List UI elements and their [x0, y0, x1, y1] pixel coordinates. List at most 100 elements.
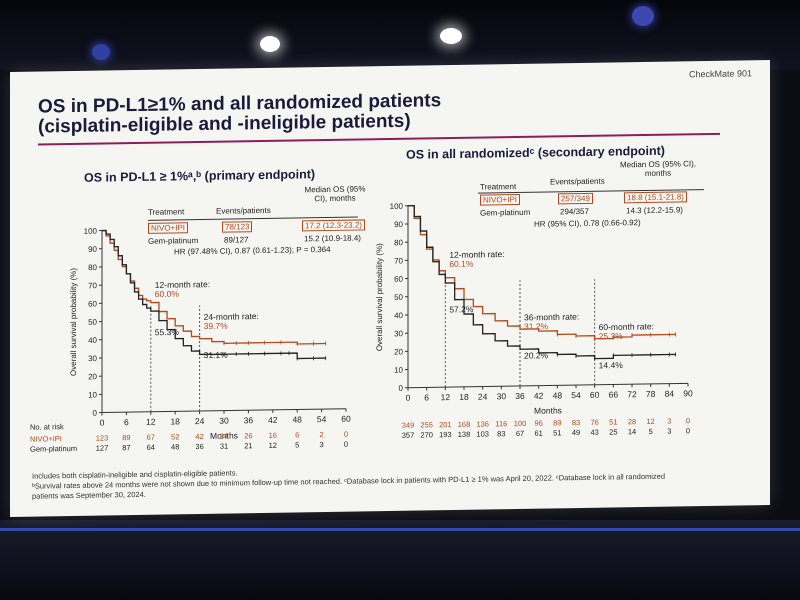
- chart2-x-tick-label: 36: [515, 391, 525, 401]
- chart1-y-tick-label: 60: [88, 299, 97, 308]
- chart1-risk-value: 5: [295, 440, 299, 449]
- chart2-risk-value: 193: [439, 430, 452, 439]
- chart1-risk-value: 127: [96, 443, 109, 452]
- chart2-risk-value: 3: [667, 427, 671, 436]
- chart2-risk-value: 61: [534, 429, 542, 438]
- ceiling: [0, 0, 800, 70]
- chart2-x-axis-label: Months: [534, 405, 562, 415]
- chart2-y-tick-label: 20: [394, 347, 403, 356]
- chart1-risk-value: 48: [171, 442, 179, 451]
- chart2-annotation: 60.1%: [449, 259, 474, 269]
- chart2-annotation: 60-month rate:: [599, 321, 654, 332]
- chart1-risk-value: 123: [96, 433, 109, 442]
- chart2-risk-value: 136: [476, 419, 489, 428]
- chart1-risk-value: 0: [344, 430, 348, 439]
- chart2-y-tick-label: 0: [399, 384, 404, 393]
- stage-light: [260, 36, 280, 52]
- chart2-risk-value: 83: [497, 429, 505, 438]
- chart1-risk-value: 36: [195, 442, 203, 451]
- chart2-x-tick-label: 84: [665, 389, 675, 399]
- chart2-risk-value: 43: [590, 428, 598, 437]
- chart2-x-tick-label: 48: [553, 390, 563, 400]
- chart1-risk-label: No. at risk: [30, 422, 64, 432]
- chart2-x-tick-label: 0: [406, 393, 411, 403]
- chart2-risk-value: 168: [458, 420, 471, 429]
- chart2-x-tick-label: 72: [627, 389, 637, 399]
- chart1-risk-value: 2: [320, 430, 324, 439]
- chart2-annotation: 14.4%: [599, 360, 624, 370]
- chart2-risk-value: 51: [553, 428, 561, 437]
- chart2-y-axis-label: Overall survival probability (%): [375, 243, 384, 352]
- chart1-x-tick-label: 30: [219, 416, 229, 426]
- chart2-annotation: 31.2%: [524, 321, 549, 331]
- chart2-risk-value: 349: [402, 421, 415, 430]
- footnote-3: patients was September 30, 2024.: [32, 489, 146, 501]
- chart2-annotation: 36-month rate:: [524, 312, 579, 323]
- chart2-km-curve-nivo-ipi: [408, 204, 676, 340]
- chart2-risk-value: 51: [609, 417, 617, 426]
- chart2-annotation: 12-month rate:: [449, 249, 504, 260]
- chart1-risk-value: 87: [122, 443, 130, 452]
- chart2-y-tick-label: 100: [390, 202, 404, 211]
- chart2-risk-value: 138: [458, 430, 471, 439]
- chart1-x-tick-label: 0: [100, 418, 105, 428]
- chart1-x-tick-label: 24: [195, 416, 205, 426]
- chart1-x-tick-label: 60: [341, 414, 351, 424]
- chart2-risk-value: 5: [649, 427, 653, 436]
- chart1-risk-value: 26: [244, 431, 252, 440]
- chart1-y-axis-label: Overall survival probability (%): [69, 268, 78, 377]
- chart2-x-tick-label: 12: [441, 392, 451, 402]
- chart1-risk-value: 16: [269, 431, 277, 440]
- chart2-risk-value: 25: [609, 427, 617, 436]
- chart2-risk-value: 201: [439, 420, 452, 429]
- chart2-risk-value: 89: [553, 418, 561, 427]
- chart2-x-tick-label: 60: [590, 390, 600, 400]
- chart2-x-tick-label: 30: [497, 391, 507, 401]
- chart2-x-axis: [408, 382, 688, 389]
- stage-light: [92, 44, 110, 60]
- led-strip: [0, 528, 800, 531]
- chart1-y-tick-label: 100: [84, 227, 98, 236]
- chart2-x-tick-label: 78: [646, 389, 656, 399]
- chart2-risk-value: 12: [646, 417, 654, 426]
- chart1-annotation: 31.1%: [204, 350, 229, 360]
- chart2-risk-value: 255: [420, 420, 433, 429]
- chart2-risk-value: 83: [572, 418, 580, 427]
- chart2-y-tick-label: 40: [394, 311, 403, 320]
- chart1-x-tick-label: 18: [170, 416, 180, 426]
- chart1-risk-value: 89: [122, 433, 130, 442]
- chart2-y-tick-label: 30: [394, 329, 403, 338]
- chart2-risk-value: 3: [667, 417, 671, 426]
- chart1-annotation: 39.7%: [204, 321, 229, 331]
- chart1-x-tick-label: 54: [317, 414, 327, 424]
- chart2-x-tick-label: 54: [571, 390, 581, 400]
- chart2-y-tick-label: 10: [394, 366, 403, 375]
- chart1-risk-value: 31: [220, 442, 228, 451]
- chart1-x-tick-label: 42: [268, 415, 278, 425]
- chart1-risk-row-name: Gem-platinum: [30, 444, 77, 454]
- chart1-risk-value: 3: [320, 440, 324, 449]
- chart2-y-tick-label: 50: [394, 293, 403, 302]
- chart2-risk-value: 103: [476, 429, 489, 438]
- chart1-risk-value: 52: [171, 432, 179, 441]
- chart2-x-tick-label: 18: [459, 392, 469, 402]
- chart1-x-tick-label: 36: [244, 415, 254, 425]
- stage-light: [440, 28, 462, 44]
- chart1-x-tick-label: 6: [124, 417, 129, 427]
- chart2-risk-value: 76: [590, 418, 598, 427]
- chart2-risk-value: 67: [516, 429, 524, 438]
- chart1-annotation: 24-month rate:: [204, 311, 259, 322]
- chart1-risk-row-name: NIVO+IPI: [30, 434, 62, 444]
- chart2-x-tick-label: 90: [683, 388, 693, 398]
- chart1-risk-value: 12: [269, 441, 277, 450]
- chart2-risk-value: 357: [402, 431, 415, 440]
- chart2-y-tick-label: 80: [394, 238, 403, 247]
- chart1-y-tick-label: 10: [88, 390, 97, 399]
- chart1-risk-value: 0: [344, 440, 348, 449]
- chart2-annotation: 25.3%: [599, 331, 624, 341]
- chart2-annotation: 57.2%: [449, 304, 474, 314]
- chart1-risk-value: 67: [147, 433, 155, 442]
- chart2-y-tick-label: 70: [394, 256, 403, 265]
- chart1-y-tick-label: 40: [88, 336, 97, 345]
